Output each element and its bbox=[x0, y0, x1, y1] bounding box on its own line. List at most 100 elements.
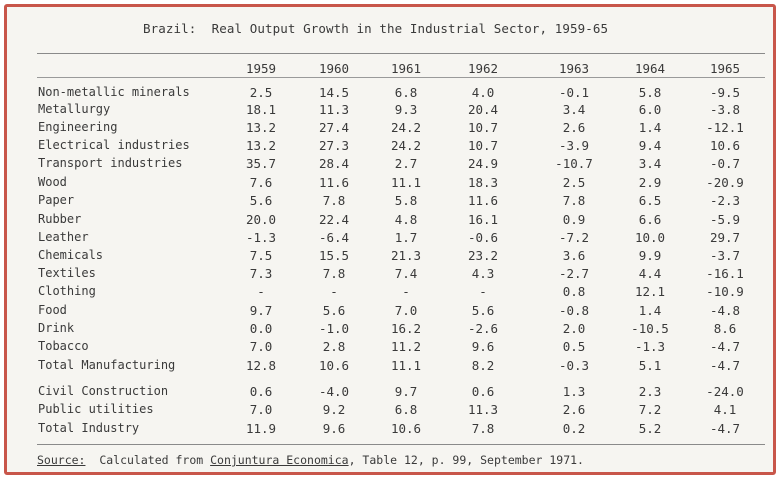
table-cell: 20.4 bbox=[467, 102, 499, 117]
table-cell: 5.6 bbox=[322, 303, 346, 318]
table-cell: 7.5 bbox=[249, 248, 273, 263]
source-label: Source: bbox=[37, 453, 86, 467]
table-row: Non-metallic minerals 2.5 14.5 6.8 4.0 -0.1 5.… bbox=[7, 85, 773, 103]
table-cell: -0.6 bbox=[467, 230, 499, 245]
table-row: Electrical industries 13.2 27.3 24.2 10.7 -3.… bbox=[7, 138, 773, 156]
table-cell: - bbox=[330, 284, 338, 299]
table-cell: 6.8 bbox=[394, 85, 418, 100]
source-publication: Conjuntura Economica bbox=[210, 453, 349, 467]
table-cell: 1.4 bbox=[638, 120, 662, 135]
row-label: Civil Construction bbox=[38, 384, 169, 398]
row-label: Paper bbox=[38, 193, 75, 207]
row-label: Total Manufacturing bbox=[38, 358, 176, 372]
table-cell: -10.7 bbox=[555, 156, 593, 171]
table-cell: -0.3 bbox=[558, 358, 590, 373]
table-row: Clothing - - - - 0.8 12.1 -10.9 bbox=[7, 284, 773, 302]
table-cell: -1.0 bbox=[318, 321, 350, 336]
table-cell: 7.0 bbox=[249, 402, 273, 417]
table-cell: 18.3 bbox=[467, 175, 499, 190]
table-cell: -1.3 bbox=[245, 230, 277, 245]
table-cell: 13.2 bbox=[245, 138, 277, 153]
source-note: Source: Calculated from Conjuntura Econo… bbox=[37, 453, 584, 467]
table-cell: 9.6 bbox=[322, 421, 346, 436]
table-cell: 10.6 bbox=[390, 421, 422, 436]
row-label: Public utilities bbox=[38, 402, 154, 416]
table-cell: 3.4 bbox=[562, 102, 586, 117]
table-cell: 7.8 bbox=[322, 193, 346, 208]
table-cell: 10.7 bbox=[467, 138, 499, 153]
table-cell: 7.4 bbox=[394, 266, 418, 281]
table-cell: 7.6 bbox=[249, 175, 273, 190]
header-rule bbox=[37, 77, 765, 78]
table-cell: 4.1 bbox=[713, 402, 737, 417]
row-label: Wood bbox=[38, 175, 67, 189]
table-cell: 28.4 bbox=[318, 156, 350, 171]
table-cell: 27.4 bbox=[318, 120, 350, 135]
table-row: Civil Construction 0.6 -4.0 9.7 0.6 1.3 2.3 -24… bbox=[7, 384, 773, 402]
table-cell: 2.5 bbox=[249, 85, 273, 100]
table-cell: 9.9 bbox=[638, 248, 662, 263]
table-cell: 11.6 bbox=[467, 193, 499, 208]
table-cell: 13.2 bbox=[245, 120, 277, 135]
table-cell: -4.7 bbox=[709, 421, 741, 436]
row-label: Metallurgy bbox=[38, 102, 111, 116]
table-cell: 5.8 bbox=[638, 85, 662, 100]
year-header-5: 1964 bbox=[634, 61, 666, 76]
table-cell: 9.3 bbox=[394, 102, 418, 117]
table-cell: 23.2 bbox=[467, 248, 499, 263]
table-cell: 7.8 bbox=[562, 193, 586, 208]
table-cell: 7.8 bbox=[471, 421, 495, 436]
table-cell: 7.0 bbox=[249, 339, 273, 354]
table-cell: 2.9 bbox=[638, 175, 662, 190]
table-cell: -0.1 bbox=[558, 85, 590, 100]
year-header-1: 1960 bbox=[318, 61, 350, 76]
table-row: Transport industries 35.7 28.4 2.7 24.9 -10.7… bbox=[7, 156, 773, 174]
table-cell: 5.1 bbox=[638, 358, 662, 373]
table-row: Rubber 20.0 22.4 4.8 16.1 0.9 6.6 -5.9 bbox=[7, 212, 773, 230]
row-label: Leather bbox=[38, 230, 89, 244]
table-cell: 5.6 bbox=[471, 303, 495, 318]
table-cell: - bbox=[402, 284, 410, 299]
table-cell: 24.2 bbox=[390, 120, 422, 135]
table-cell: 5.2 bbox=[638, 421, 662, 436]
row-label: Rubber bbox=[38, 212, 82, 226]
table-cell: 11.2 bbox=[390, 339, 422, 354]
source-suffix: , Table 12, p. 99, September 1971. bbox=[348, 453, 584, 467]
table-cell: 1.4 bbox=[638, 303, 662, 318]
table-title: Brazil: Real Output Growth in the Indust… bbox=[143, 21, 609, 36]
table-cell: -10.9 bbox=[706, 284, 744, 299]
table-cell: -4.8 bbox=[709, 303, 741, 318]
table-cell: -7.2 bbox=[558, 230, 590, 245]
row-label: Food bbox=[38, 303, 67, 317]
table-cell: 4.3 bbox=[471, 266, 495, 281]
table-cell: 10.0 bbox=[634, 230, 666, 245]
table-cell: 0.0 bbox=[249, 321, 273, 336]
table-cell: -2.3 bbox=[709, 193, 741, 208]
table-cell: 2.6 bbox=[562, 402, 586, 417]
table-row: Textiles 7.3 7.8 7.4 4.3 -2.7 4.4 -16.1 bbox=[7, 266, 773, 284]
table-cell: 0.9 bbox=[562, 212, 586, 227]
table-cell: - bbox=[479, 284, 487, 299]
table-cell: -3.7 bbox=[709, 248, 741, 263]
table-cell: 27.3 bbox=[318, 138, 350, 153]
table-row: Metallurgy 18.1 11.3 9.3 20.4 3.4 6.0 -3.8 bbox=[7, 102, 773, 120]
table-cell: -9.5 bbox=[709, 85, 741, 100]
table-cell: 0.6 bbox=[249, 384, 273, 399]
table-row: Tobacco 7.0 2.8 11.2 9.6 0.5 -1.3 -4.7 bbox=[7, 339, 773, 357]
table-cell: 16.1 bbox=[467, 212, 499, 227]
table-cell: -6.4 bbox=[318, 230, 350, 245]
table-row: Food 9.7 5.6 7.0 5.6 -0.8 1.4 -4.8 bbox=[7, 303, 773, 321]
table-cell: 2.5 bbox=[562, 175, 586, 190]
table-row: Engineering 13.2 27.4 24.2 10.7 2.6 1.4 -12.1 bbox=[7, 120, 773, 138]
table-cell: 2.7 bbox=[394, 156, 418, 171]
table-cell: 11.3 bbox=[318, 102, 350, 117]
table-cell: -12.1 bbox=[706, 120, 744, 135]
year-header-6: 1965 bbox=[709, 61, 741, 76]
table-cell: 8.6 bbox=[713, 321, 737, 336]
row-label: Engineering bbox=[38, 120, 118, 134]
table-cell: 14.5 bbox=[318, 85, 350, 100]
table-cell: 6.6 bbox=[638, 212, 662, 227]
table-cell: 0.5 bbox=[562, 339, 586, 354]
year-header-0: 1959 bbox=[245, 61, 277, 76]
table-cell: 4.4 bbox=[638, 266, 662, 281]
